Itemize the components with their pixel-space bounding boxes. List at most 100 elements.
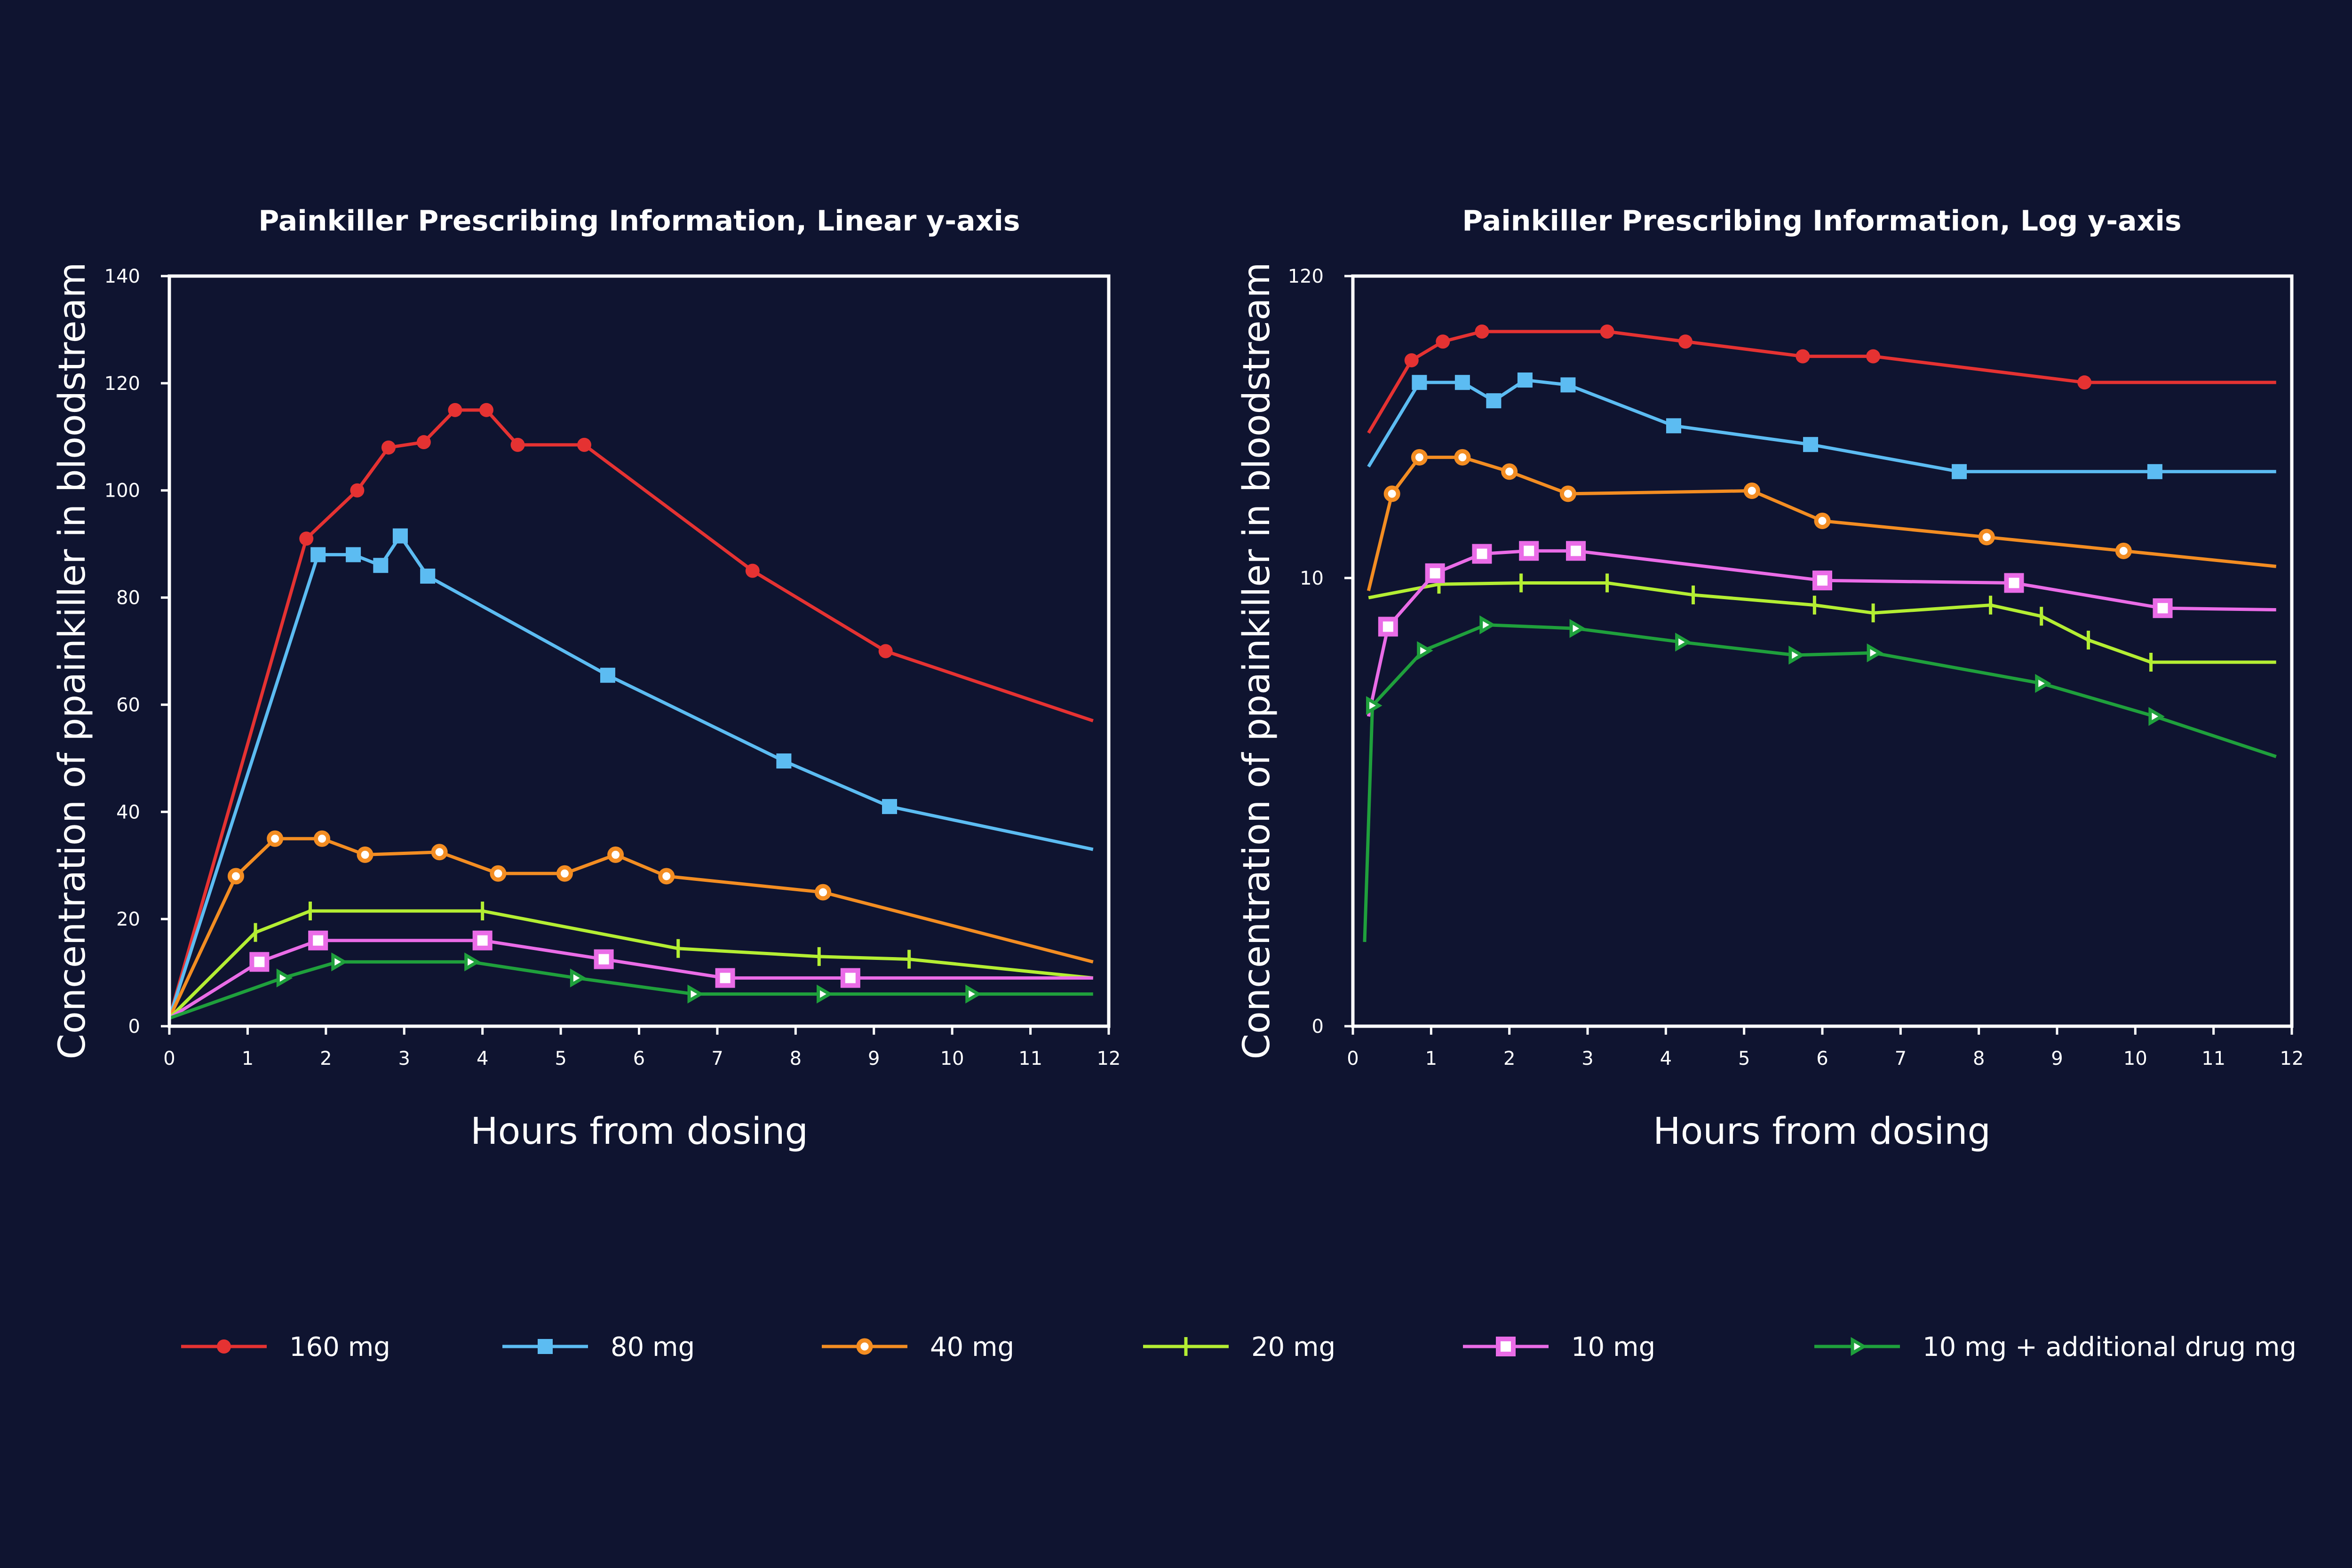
chart-log: Painkiller Prescribing Information, Log …	[1236, 205, 2304, 1153]
y-tick-label-linear: 140	[104, 266, 140, 287]
data-point-10-mg	[2004, 573, 2024, 593]
data-point-10-mg	[472, 930, 493, 950]
x-tick-label-log: 2	[1503, 1048, 1515, 1069]
data-point-10-mg-additional-drug-mg	[276, 968, 293, 988]
data-point-80-mg	[1666, 418, 1681, 434]
data-point-80-mg	[1803, 437, 1819, 452]
series-80-mg-linear	[167, 528, 1094, 1019]
x-tick-label-log: 3	[1581, 1048, 1593, 1069]
y-tick-label-linear: 20	[116, 909, 140, 930]
data-point-40-mg	[431, 844, 448, 861]
x-tick-label-log: 7	[1895, 1048, 1907, 1069]
data-point-160-mg	[577, 437, 592, 452]
data-point-80-mg	[1486, 393, 1502, 409]
data-point-20-mg	[1519, 573, 1523, 593]
data-point-10-mg-additional-drug-mg	[1675, 633, 1692, 652]
data-point-40-mg	[1383, 485, 1400, 502]
legend-label: 40 mg	[930, 1332, 1014, 1362]
x-tick-label-linear: 10	[940, 1048, 964, 1069]
series-line-160-mg	[167, 408, 1094, 1019]
data-point-20-mg	[2039, 607, 2043, 626]
data-point-10-mg	[1812, 570, 1832, 591]
data-point-80-mg	[373, 558, 389, 573]
x-tick-label-log: 6	[1816, 1048, 1828, 1069]
data-point-80-mg	[2147, 464, 2162, 479]
y-tick-label-log: 0	[1312, 1016, 1324, 1037]
data-point-80-mg	[776, 753, 792, 769]
data-point-40-mg	[658, 868, 675, 885]
data-point-20-mg	[308, 902, 312, 921]
x-tick-label-log: 0	[1347, 1048, 1359, 1069]
x-tick-label-linear: 7	[711, 1048, 723, 1069]
data-point-160-mg	[1678, 334, 1692, 349]
x-tick-label-log: 10	[2123, 1048, 2147, 1069]
data-point-80-mg	[1517, 372, 1533, 388]
y-axis-label-log: Concentration of ppainkiller in bloodstr…	[1236, 262, 1278, 1060]
legend-item-80-mg: 80 mg	[502, 1332, 695, 1362]
legend-swatch-marker	[1851, 1337, 1867, 1356]
legend-label: 10 mg + additional drug mg	[1923, 1332, 2296, 1362]
y-tick-label-linear: 40	[116, 801, 140, 823]
data-point-160-mg	[448, 403, 462, 417]
series-10-mg-log	[1367, 541, 2276, 717]
x-tick-label-log: 4	[1660, 1048, 1672, 1069]
data-point-40-mg	[1814, 513, 1831, 530]
data-point-10-mg-additional-drug-mg	[687, 984, 704, 1004]
legend-swatch-marker	[538, 1339, 553, 1354]
series-40-mg-log	[1367, 449, 2277, 592]
series-line-20-mg	[1368, 581, 2276, 664]
data-point-10-mg	[1378, 617, 1398, 637]
data-point-10-mg	[2153, 598, 2173, 618]
plot-frame-linear	[167, 274, 1111, 1028]
y-tick-label-linear: 0	[128, 1016, 140, 1037]
series-40-mg-linear	[167, 830, 1094, 1019]
y-tick-label-linear: 120	[104, 373, 140, 395]
data-point-160-mg	[510, 437, 525, 452]
data-point-40-mg	[1411, 449, 1428, 466]
data-point-10-mg	[1472, 544, 1492, 564]
x-tick-label-linear: 11	[1018, 1048, 1042, 1069]
data-point-40-mg	[490, 865, 507, 882]
data-point-10-mg	[1425, 563, 1445, 583]
legend-label: 10 mg	[1571, 1332, 1655, 1362]
x-tick-label-log: 8	[1973, 1048, 1985, 1069]
data-point-20-mg	[2086, 630, 2090, 649]
data-point-160-mg	[1436, 334, 1450, 349]
legend-swatch-marker	[1184, 1337, 1188, 1356]
data-point-10-mg-additional-drug-mg	[2148, 707, 2165, 726]
x-tick-label-linear: 6	[633, 1048, 645, 1069]
legend-label: 80 mg	[611, 1332, 695, 1362]
x-tick-label-linear: 0	[163, 1048, 175, 1069]
data-point-160-mg	[299, 531, 314, 546]
x-tick-label-log: 5	[1738, 1048, 1750, 1069]
data-point-160-mg	[1600, 325, 1614, 339]
data-point-80-mg	[600, 667, 615, 683]
legend: 160 mg 80 mg 40 mg 20 mg 10 mg 10 mg + additi…	[181, 1332, 2296, 1362]
legend-swatch-marker	[1496, 1337, 1516, 1356]
data-point-10-mg	[840, 968, 860, 988]
x-tick-label-linear: 3	[398, 1048, 410, 1069]
series-20-mg-log	[1368, 573, 2276, 672]
data-point-160-mg	[416, 435, 431, 450]
series-10-mg-additional-drug-mg-log	[1363, 615, 2277, 942]
data-point-10-mg-additional-drug-mg	[2035, 674, 2051, 693]
x-tick-label-linear: 8	[790, 1048, 802, 1069]
series-160-mg-log	[1367, 325, 2276, 434]
data-point-10-mg-additional-drug-mg	[570, 968, 587, 988]
data-point-80-mg	[1412, 375, 1427, 390]
legend-label: 20 mg	[1251, 1332, 1335, 1362]
data-point-80-mg	[1454, 375, 1470, 390]
data-point-20-mg	[1691, 585, 1695, 604]
x-tick-label-log: 12	[2280, 1048, 2304, 1069]
x-tick-label-log: 1	[1425, 1048, 1437, 1069]
data-point-40-mg	[607, 846, 624, 863]
y-tick-label-linear: 100	[104, 480, 140, 502]
legend-item-40-mg: 40 mg	[822, 1332, 1014, 1362]
data-point-10-mg	[308, 930, 328, 950]
data-point-20-mg	[2149, 653, 2153, 672]
x-axis-label-log: Hours from dosing	[1653, 1110, 1991, 1153]
data-point-160-mg	[1404, 353, 1419, 368]
data-point-10-mg	[594, 949, 614, 969]
